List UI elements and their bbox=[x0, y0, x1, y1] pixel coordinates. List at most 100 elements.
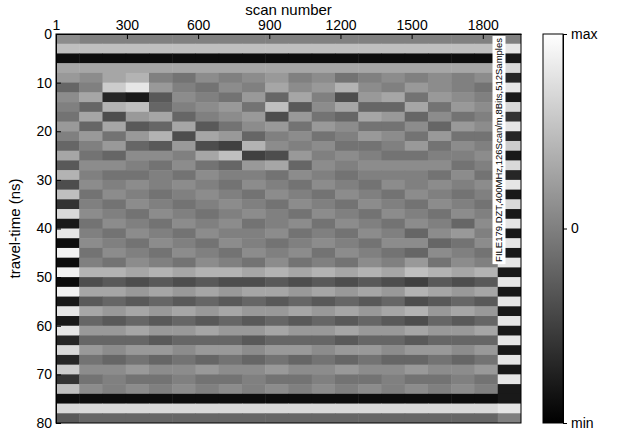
cell bbox=[312, 190, 336, 200]
cell bbox=[289, 34, 313, 44]
cell bbox=[172, 44, 196, 54]
cell bbox=[451, 374, 475, 384]
y-axis-title: travel-time (ns) bbox=[6, 178, 23, 278]
cell bbox=[196, 122, 220, 132]
cell bbox=[405, 374, 429, 384]
cell bbox=[405, 44, 429, 54]
cell bbox=[382, 267, 406, 277]
cell bbox=[242, 83, 266, 93]
cell bbox=[103, 44, 127, 54]
cell bbox=[312, 335, 336, 345]
cell bbox=[265, 141, 289, 151]
cell bbox=[103, 151, 127, 161]
cell bbox=[358, 229, 382, 239]
cell bbox=[312, 306, 336, 316]
cell bbox=[382, 316, 406, 326]
cell bbox=[149, 53, 173, 63]
cell bbox=[405, 258, 429, 268]
cells bbox=[56, 34, 521, 423]
cell bbox=[242, 374, 266, 384]
cell bbox=[196, 404, 220, 414]
cell bbox=[428, 306, 452, 316]
cell bbox=[103, 287, 127, 297]
cell bbox=[428, 190, 452, 200]
cell bbox=[56, 365, 80, 375]
cell bbox=[335, 297, 359, 307]
cell bbox=[358, 267, 382, 277]
tick-mark bbox=[56, 229, 61, 230]
cell bbox=[475, 297, 499, 307]
cell bbox=[172, 258, 196, 268]
cell bbox=[475, 335, 499, 345]
cell bbox=[405, 34, 429, 44]
cell bbox=[335, 345, 359, 355]
cell bbox=[382, 326, 406, 336]
tick-label: 1500 bbox=[397, 17, 428, 33]
cell bbox=[335, 277, 359, 287]
cell bbox=[498, 345, 521, 355]
cell bbox=[405, 102, 429, 112]
cell bbox=[172, 170, 196, 180]
cell bbox=[126, 355, 150, 365]
colorbar-gradient bbox=[543, 34, 563, 423]
cell bbox=[312, 73, 336, 83]
cell bbox=[219, 267, 243, 277]
cell bbox=[172, 190, 196, 200]
cell bbox=[56, 34, 80, 44]
tick: 20 bbox=[36, 123, 61, 139]
cell bbox=[172, 180, 196, 190]
cell bbox=[172, 384, 196, 394]
cell bbox=[79, 180, 103, 190]
cell bbox=[172, 326, 196, 336]
cell bbox=[498, 335, 521, 345]
cell bbox=[358, 190, 382, 200]
cell bbox=[149, 34, 173, 44]
cell bbox=[451, 297, 475, 307]
cell bbox=[149, 306, 173, 316]
cell bbox=[196, 180, 220, 190]
tick-label: 0 bbox=[571, 220, 579, 236]
cell bbox=[451, 53, 475, 63]
cell bbox=[79, 190, 103, 200]
cell bbox=[79, 404, 103, 414]
cell bbox=[196, 170, 220, 180]
cell bbox=[358, 326, 382, 336]
cell bbox=[149, 44, 173, 54]
cell bbox=[219, 190, 243, 200]
cell bbox=[79, 287, 103, 297]
cell bbox=[265, 199, 289, 209]
cell bbox=[428, 160, 452, 170]
cell bbox=[475, 413, 499, 423]
cell bbox=[475, 394, 499, 404]
cell bbox=[335, 190, 359, 200]
cell bbox=[103, 160, 127, 170]
cell bbox=[289, 92, 313, 102]
cell bbox=[219, 34, 243, 44]
cell bbox=[103, 229, 127, 239]
cell bbox=[149, 92, 173, 102]
cell bbox=[475, 267, 499, 277]
cell bbox=[242, 306, 266, 316]
cell bbox=[172, 219, 196, 229]
cell bbox=[126, 238, 150, 248]
cell bbox=[289, 267, 313, 277]
cell bbox=[358, 63, 382, 73]
cell bbox=[149, 219, 173, 229]
cell bbox=[405, 229, 429, 239]
cell bbox=[103, 209, 127, 219]
cell bbox=[405, 306, 429, 316]
cell bbox=[56, 326, 80, 336]
cell bbox=[428, 384, 452, 394]
cell bbox=[405, 365, 429, 375]
cell bbox=[79, 44, 103, 54]
cell bbox=[79, 365, 103, 375]
cell bbox=[56, 209, 80, 219]
cell bbox=[451, 238, 475, 248]
cell bbox=[219, 44, 243, 54]
cell bbox=[265, 345, 289, 355]
tick-mark bbox=[563, 229, 567, 230]
tick-mark bbox=[563, 34, 567, 35]
cell bbox=[265, 238, 289, 248]
cell bbox=[498, 267, 521, 277]
cell bbox=[126, 199, 150, 209]
